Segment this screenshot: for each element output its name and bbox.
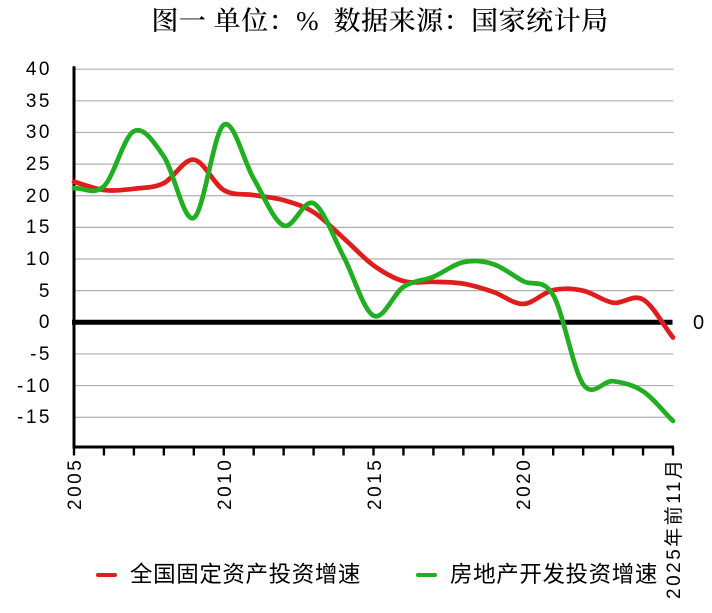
- y-axis-label: -15: [17, 407, 52, 429]
- y-axis-label: 0: [38, 312, 52, 334]
- chart-title: 图一 单位：% 数据来源：国家统计局: [151, 6, 609, 36]
- y-axis-label: 40: [25, 59, 52, 81]
- y-axis-label: 10: [25, 249, 52, 271]
- right-axis-zero-label: 0: [693, 312, 705, 335]
- y-axis-label: 30: [25, 122, 52, 144]
- legend-item-fixed-asset-investment: 全国固定资产投资增速: [96, 563, 361, 586]
- x-axis-label: 2010: [214, 457, 236, 510]
- y-axis-label: -5: [30, 343, 52, 365]
- y-axis-label: 20: [25, 185, 52, 207]
- y-axis-label: 25: [25, 154, 52, 176]
- y-axis-label: 35: [25, 90, 52, 112]
- legend: 全国固定资产投资增速 房地产开发投资增速: [77, 563, 677, 586]
- legend-item-real-estate-investment: 房地产开发投资增速: [416, 563, 658, 586]
- y-axis-label: 5: [38, 280, 52, 302]
- legend-green-dash-icon: [416, 572, 438, 577]
- legend-red-dash-icon: [96, 572, 118, 577]
- legend-label-real-estate-investment: 房地产开发投资增速: [450, 562, 658, 587]
- x-axis-label: 2005: [65, 457, 86, 510]
- y-axis-label: 15: [25, 217, 52, 239]
- x-axis-label: 2015: [364, 457, 386, 510]
- legend-label-fixed-asset-investment: 全国固定资产投资增速: [130, 562, 362, 587]
- x-axis-label: 2020: [514, 457, 536, 510]
- series-line-fixed-asset: [71, 157, 676, 340]
- series-line-real-estate: [71, 122, 676, 424]
- y-axis-label: -10: [17, 375, 52, 397]
